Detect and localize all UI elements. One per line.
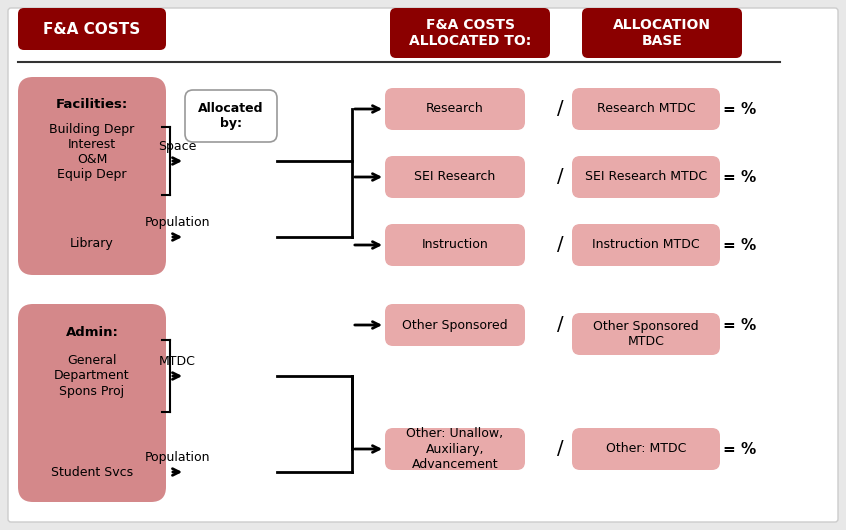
FancyBboxPatch shape [385,88,525,130]
Text: Instruction MTDC: Instruction MTDC [592,238,700,252]
Text: Other: Unallow,
Auxiliary,
Advancement: Other: Unallow, Auxiliary, Advancement [406,428,503,471]
Text: = %: = % [723,170,756,184]
FancyBboxPatch shape [385,304,525,346]
Text: SEI Research MTDC: SEI Research MTDC [585,171,707,183]
FancyBboxPatch shape [385,428,525,470]
Text: Other: MTDC: Other: MTDC [606,443,686,455]
Text: = %: = % [723,237,756,252]
Text: = %: = % [723,441,756,456]
FancyBboxPatch shape [572,313,720,355]
Text: Admin:: Admin: [65,325,118,339]
Text: SEI Research: SEI Research [415,171,496,183]
Text: Instruction: Instruction [421,238,488,252]
Text: /: / [557,235,563,254]
FancyBboxPatch shape [572,428,720,470]
FancyBboxPatch shape [572,224,720,266]
FancyBboxPatch shape [385,224,525,266]
FancyBboxPatch shape [572,88,720,130]
Text: MTDC: MTDC [159,355,196,368]
FancyBboxPatch shape [572,156,720,198]
Text: /: / [557,315,563,334]
FancyBboxPatch shape [18,8,166,50]
Text: Space: Space [158,140,196,153]
Text: /: / [557,100,563,119]
Text: = %: = % [723,102,756,117]
FancyBboxPatch shape [18,304,166,502]
FancyBboxPatch shape [18,77,166,275]
Text: Other Sponsored: Other Sponsored [402,319,508,331]
FancyBboxPatch shape [8,8,838,522]
Text: Research: Research [426,102,484,116]
Text: General
Department
Spons Proj: General Department Spons Proj [54,355,129,398]
Text: Allocated
by:: Allocated by: [198,102,264,130]
Text: Building Depr
Interest
O&M
Equip Depr: Building Depr Interest O&M Equip Depr [49,123,135,181]
FancyBboxPatch shape [385,156,525,198]
Text: /: / [557,167,563,187]
Text: Population: Population [145,216,211,229]
Text: ALLOCATION
BASE: ALLOCATION BASE [613,18,711,48]
Text: F&A COSTS: F&A COSTS [43,22,140,37]
Text: Student Svcs: Student Svcs [51,465,133,479]
FancyBboxPatch shape [390,8,550,58]
Text: Library: Library [70,236,114,250]
Text: Facilities:: Facilities: [56,99,128,111]
Text: Research MTDC: Research MTDC [596,102,695,116]
FancyBboxPatch shape [185,90,277,142]
Text: F&A COSTS
ALLOCATED TO:: F&A COSTS ALLOCATED TO: [409,18,531,48]
Text: Other Sponsored
MTDC: Other Sponsored MTDC [593,320,699,348]
Text: Population: Population [145,451,211,464]
Text: = %: = % [723,317,756,332]
FancyBboxPatch shape [582,8,742,58]
Text: /: / [557,439,563,458]
